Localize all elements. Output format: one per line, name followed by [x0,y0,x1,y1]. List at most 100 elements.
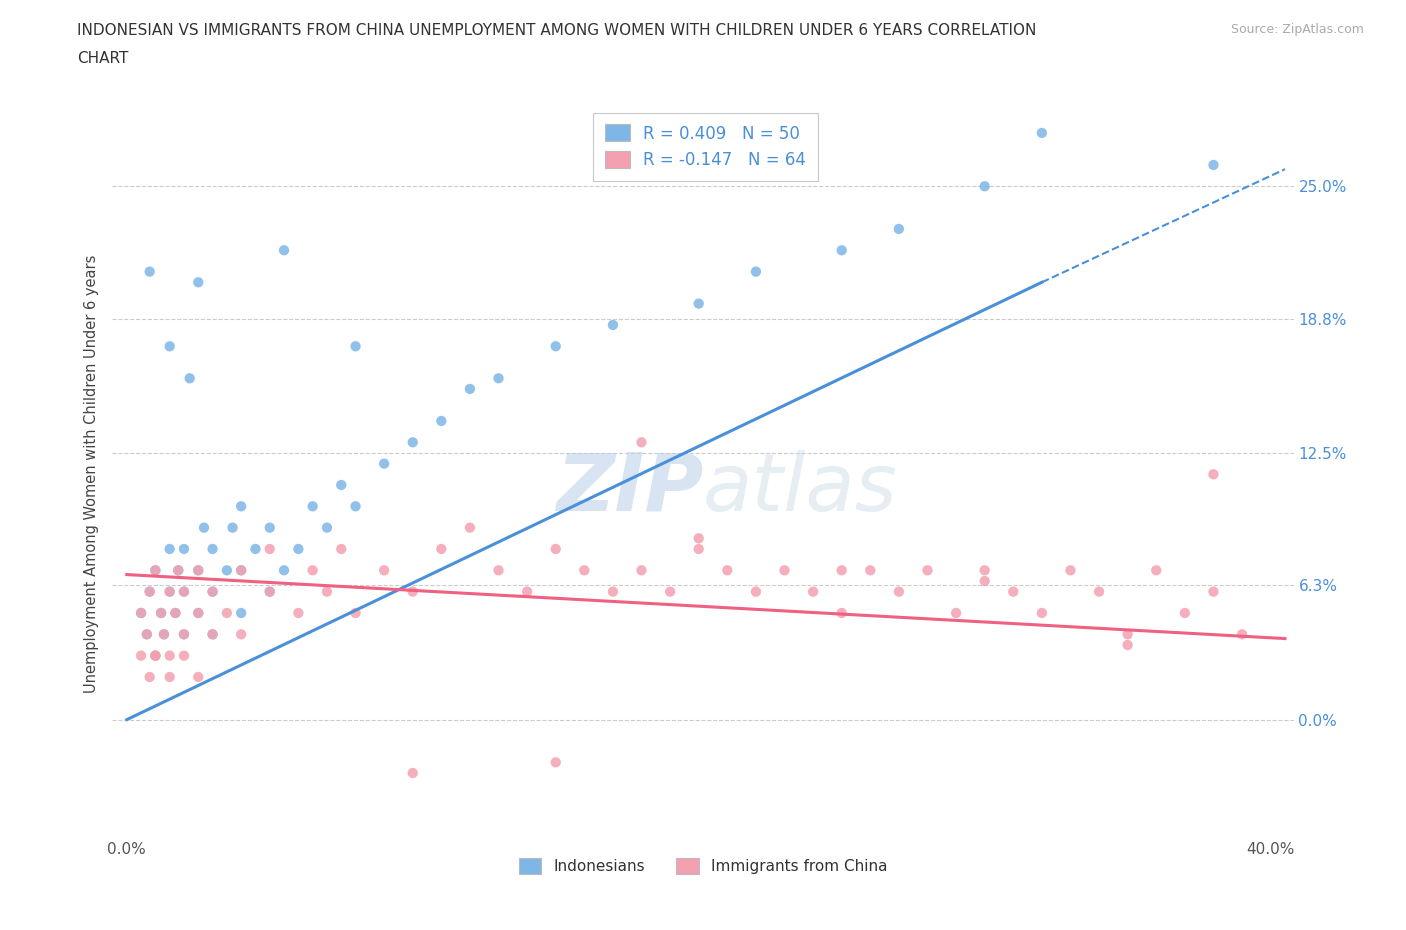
Point [301,563,323,578]
Point [1059,563,1081,578]
Point [1002,584,1025,599]
Point [138,584,160,599]
Point [273,563,295,578]
Point [179,371,201,386]
Point [630,563,652,578]
Point [201,584,224,599]
Point [129,605,152,620]
Point [167,563,190,578]
Point [159,648,181,663]
Point [887,584,910,599]
Point [344,498,367,513]
Point [402,765,425,780]
Point [402,435,425,450]
Point [458,381,481,396]
Point [201,627,224,642]
Point [1202,584,1225,599]
Point [145,563,167,578]
Point [193,520,215,535]
Point [173,584,195,599]
Point [215,605,238,620]
Point [138,264,160,279]
Point [544,755,567,770]
Point [159,670,181,684]
Point [917,563,939,578]
Point [831,605,853,620]
Point [287,541,309,556]
Point [1088,584,1111,599]
Point [544,541,567,556]
Point [887,221,910,236]
Point [745,264,768,279]
Point [201,627,224,642]
Point [129,648,152,663]
Point [316,520,339,535]
Point [516,584,538,599]
Point [231,498,253,513]
Point [153,627,176,642]
Point [159,584,181,599]
Point [135,627,157,642]
Point [688,296,710,311]
Point [1174,605,1197,620]
Point [173,648,195,663]
Point [973,179,995,193]
Point [373,563,395,578]
Point [574,563,596,578]
Point [231,563,253,578]
Point [1116,627,1139,642]
Point [173,627,195,642]
Point [688,531,710,546]
Point [488,563,510,578]
Point [344,339,367,353]
Point [201,584,224,599]
Point [287,605,309,620]
Point [167,563,190,578]
Point [187,670,209,684]
Point [145,563,167,578]
Point [259,541,281,556]
Point [173,627,195,642]
Point [859,563,882,578]
Point [1144,563,1167,578]
Text: atlas: atlas [703,450,898,528]
Point [231,627,253,642]
Point [138,584,160,599]
Point [187,563,209,578]
Point [1031,605,1053,620]
Point [716,563,738,578]
Point [150,605,173,620]
Text: ZIP: ZIP [555,450,703,528]
Point [145,648,167,663]
Point [187,605,209,620]
Point [1230,627,1253,642]
Point [1202,467,1225,482]
Point [544,339,567,353]
Point [602,317,624,332]
Point [831,243,853,258]
Point [273,243,295,258]
Point [1202,157,1225,172]
Point [173,541,195,556]
Point [973,563,995,578]
Point [259,520,281,535]
Point [231,605,253,620]
Point [129,605,152,620]
Point [945,605,967,620]
Point [1116,638,1139,653]
Point [153,627,176,642]
Point [159,584,181,599]
Point [135,627,157,642]
Point [159,339,181,353]
Point [344,605,367,620]
Point [301,498,323,513]
Point [259,584,281,599]
Point [630,435,652,450]
Point [165,605,187,620]
Text: CHART: CHART [77,51,129,66]
Point [1031,126,1053,140]
Legend: Indonesians, Immigrants from China: Indonesians, Immigrants from China [512,852,894,880]
Point [330,541,353,556]
Point [187,563,209,578]
Point [173,584,195,599]
